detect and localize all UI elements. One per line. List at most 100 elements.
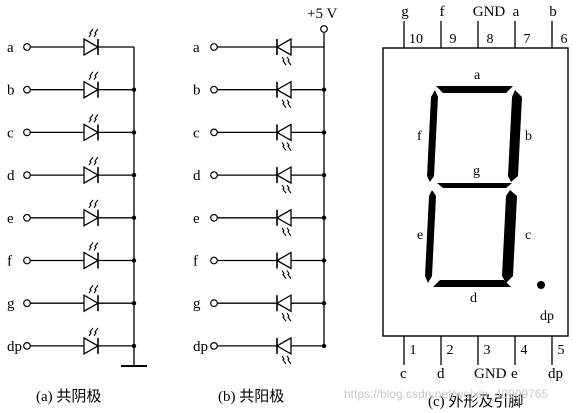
cathode-input-label-e: e: [7, 211, 14, 227]
anode-input-label-a: a: [193, 40, 200, 56]
top-pin-number: 6: [561, 32, 568, 47]
segment-f: [427, 90, 438, 182]
segment-label-g: g: [473, 164, 480, 179]
anode-input-label-d: d: [193, 168, 201, 184]
top-pin-name: GND: [473, 4, 506, 20]
cathode-input-label-f: f: [7, 254, 12, 270]
bottom-pin-name: d: [437, 366, 445, 382]
bottom-pin-1: 1c: [400, 336, 417, 382]
segment-label-e: e: [417, 228, 423, 243]
anode-row-dp: dp: [193, 338, 326, 364]
anode-input-terminal: [211, 86, 218, 93]
anode-input-terminal: [211, 172, 218, 179]
common-cathode-circuit: a b c d e f g dp (a) 共阴极: [7, 29, 147, 405]
cathode-input-label-dp: dp: [7, 339, 22, 355]
segment-label-f: f: [417, 129, 422, 144]
bottom-pin-name: e: [511, 366, 518, 382]
segment-label-c: c: [525, 228, 531, 243]
anode-input-label-c: c: [193, 125, 200, 141]
cathode-input-terminal: [24, 172, 31, 179]
anode-input-label-dp: dp: [193, 339, 208, 355]
led-diode-icon: [277, 82, 291, 108]
cathode-row-a: a: [7, 29, 134, 56]
top-pin-number: 7: [524, 32, 531, 47]
bottom-pin-3: 3 GND: [474, 336, 507, 382]
bottom-pin-4: 4e: [511, 336, 528, 382]
cathode-input-terminal: [24, 44, 31, 51]
anode-input-label-f: f: [193, 254, 198, 270]
top-pin-10: 10g: [401, 4, 423, 48]
anode-row-b: b: [193, 82, 326, 108]
top-pin-number: 10: [409, 32, 423, 47]
anode-input-terminal: [211, 257, 218, 264]
caption-common-cathode: (a) 共阴极: [36, 388, 101, 405]
bottom-pin-number: 3: [484, 343, 491, 358]
anode-row-e: e: [193, 210, 326, 236]
led-diode-icon: [84, 200, 98, 226]
segment-label-a: a: [474, 68, 481, 83]
segment-label-d: d: [470, 291, 477, 306]
cathode-row-c: c: [7, 114, 136, 141]
bottom-pin-name: c: [400, 366, 407, 382]
cathode-row-g: g: [7, 285, 136, 312]
cathode-row-d: d: [7, 157, 136, 184]
anode-row-d: d: [193, 167, 326, 193]
top-pin-name: b: [549, 4, 557, 20]
segment-a: [436, 86, 513, 93]
cathode-row-dp: dp: [7, 328, 136, 355]
bottom-pin-number: 5: [558, 343, 565, 358]
segment-d: [433, 280, 511, 287]
cathode-row-b: b: [7, 72, 136, 99]
top-pin-number: 9: [450, 32, 457, 47]
led-diode-icon: [277, 295, 291, 321]
bottom-pin-name: dp: [548, 366, 563, 382]
anode-row-g: g: [193, 295, 326, 321]
anode-input-terminal: [211, 300, 218, 307]
segment-dp: [537, 281, 545, 289]
anode-input-terminal: [211, 44, 218, 51]
anode-input-label-b: b: [193, 83, 201, 99]
anode-row-a: a: [193, 39, 324, 65]
supply-label: +5 V: [307, 6, 337, 22]
cathode-input-terminal: [24, 86, 31, 93]
cathode-row-f: f: [7, 243, 136, 270]
led-diode-icon: [277, 124, 291, 150]
supply-terminal: [321, 26, 328, 33]
caption-common-anode: (b) 共阳极: [218, 388, 284, 405]
anode-row-c: c: [193, 124, 326, 150]
segment-g: [437, 183, 512, 188]
anode-input-terminal: [211, 215, 218, 222]
cathode-input-terminal: [24, 257, 31, 264]
anode-row-f: f: [193, 253, 326, 279]
anode-input-label-g: g: [193, 296, 201, 312]
cathode-input-label-g: g: [7, 296, 15, 312]
top-pin-name: g: [401, 4, 409, 20]
segment-e: [425, 190, 436, 283]
common-anode-circuit: a b c d e f g dp +5 V (b) 共阳极: [193, 6, 337, 405]
led-diode-icon: [277, 39, 291, 65]
anode-input-terminal: [211, 129, 218, 136]
anode-input-label-e: e: [193, 211, 200, 227]
cathode-input-terminal: [24, 343, 31, 350]
cathode-input-terminal: [24, 300, 31, 307]
segment-c: [502, 190, 517, 283]
led-diode-icon: [84, 114, 98, 140]
top-pin-name: a: [513, 4, 520, 20]
anode-input-terminal: [211, 343, 218, 350]
cathode-input-label-b: b: [7, 83, 15, 99]
bottom-pin-number: 4: [521, 343, 528, 358]
bottom-pin-number: 2: [447, 343, 454, 358]
led-diode-icon: [84, 29, 98, 55]
bottom-pin-5: 5 dp: [548, 336, 565, 382]
segment-label-b: b: [525, 129, 532, 144]
led-diode-icon: [84, 72, 98, 98]
led-diode-icon: [277, 338, 291, 364]
segment-label-dp: dp: [540, 309, 554, 324]
top-pin-6: 6b: [549, 4, 567, 48]
cathode-input-label-c: c: [7, 125, 14, 141]
cathode-row-e: e: [7, 200, 136, 227]
top-pin-7: 7a: [513, 4, 531, 48]
led-diode-icon: [277, 253, 291, 279]
led-diode-icon: [84, 243, 98, 269]
